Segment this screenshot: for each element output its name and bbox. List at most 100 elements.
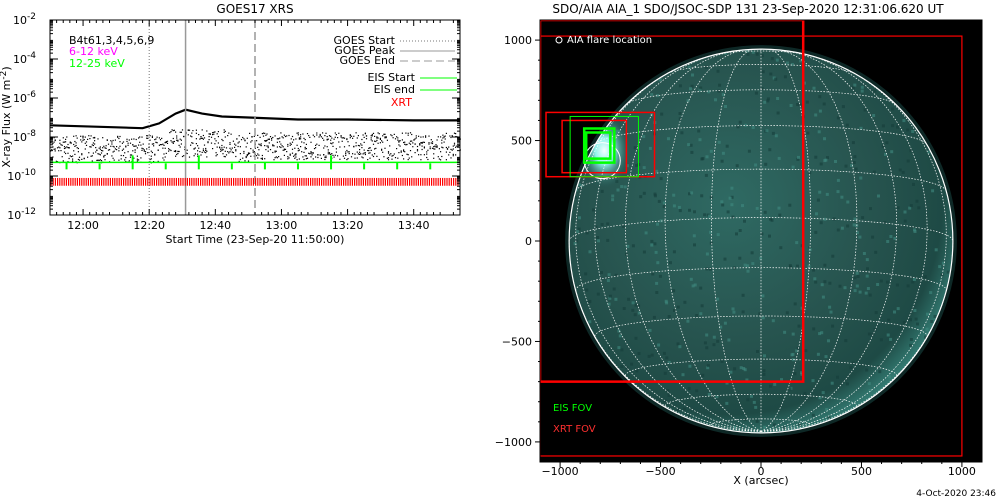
scatter-point bbox=[356, 157, 358, 159]
scatter-point bbox=[261, 158, 263, 160]
texture-speck bbox=[855, 284, 859, 288]
scatter-point bbox=[56, 147, 59, 149]
scatter-point bbox=[370, 139, 372, 141]
scatter-point bbox=[162, 147, 164, 149]
scatter-point bbox=[383, 156, 385, 158]
texture-speck bbox=[755, 206, 759, 210]
texture-speck bbox=[704, 173, 708, 177]
scatter-point bbox=[290, 138, 292, 140]
scatter-point bbox=[176, 153, 178, 156]
scatter-point bbox=[403, 158, 405, 160]
texture-speck bbox=[860, 85, 864, 89]
texture-speck bbox=[746, 398, 750, 402]
scatter-point bbox=[345, 151, 347, 153]
heliographic-grid bbox=[568, 49, 954, 432]
scatter-point bbox=[140, 157, 142, 159]
texture-speck bbox=[635, 369, 639, 373]
scatter-point bbox=[63, 147, 66, 150]
scatter-point bbox=[308, 152, 310, 154]
texture-speck bbox=[909, 204, 913, 208]
scatter-point bbox=[163, 144, 165, 146]
scatter-point bbox=[291, 152, 294, 154]
texture-speck bbox=[594, 225, 598, 229]
scatter-point bbox=[265, 134, 267, 136]
scatter-point bbox=[262, 132, 265, 134]
scatter-point bbox=[369, 157, 371, 159]
scatter-point bbox=[170, 131, 172, 133]
scatter-point bbox=[53, 148, 55, 150]
texture-speck bbox=[596, 236, 600, 239]
texture-speck bbox=[856, 231, 859, 235]
texture-speck bbox=[777, 206, 781, 210]
texture-speck bbox=[716, 297, 720, 301]
texture-speck bbox=[926, 312, 929, 316]
texture-speck bbox=[776, 111, 780, 115]
scatter-point bbox=[275, 150, 277, 152]
texture-speck bbox=[751, 50, 755, 54]
scatter-point bbox=[97, 159, 99, 161]
scatter-point bbox=[298, 138, 300, 140]
scatter-point bbox=[125, 157, 127, 159]
scatter-point bbox=[58, 150, 60, 152]
texture-speck bbox=[913, 309, 917, 312]
scatter-point bbox=[310, 141, 312, 143]
scatter-point bbox=[68, 147, 70, 149]
scatter-point bbox=[77, 151, 79, 153]
texture-speck bbox=[909, 318, 912, 322]
texture-speck bbox=[797, 324, 801, 328]
scatter-point bbox=[421, 148, 423, 151]
texture-speck bbox=[653, 192, 657, 196]
texture-speck bbox=[682, 407, 686, 411]
scatter-point bbox=[304, 155, 306, 157]
scatter-point bbox=[437, 156, 439, 158]
texture-speck bbox=[903, 210, 907, 214]
texture-speck bbox=[887, 318, 891, 322]
scatter-point bbox=[112, 139, 114, 142]
scatter-point bbox=[149, 158, 151, 161]
scatter-point bbox=[312, 158, 314, 160]
texture-speck bbox=[754, 163, 758, 167]
texture-speck bbox=[766, 97, 770, 101]
scatter-point bbox=[331, 143, 333, 145]
scatter-point bbox=[194, 153, 196, 155]
texture-speck bbox=[735, 164, 739, 168]
texture-speck bbox=[678, 345, 682, 349]
scatter-point bbox=[141, 149, 143, 151]
scatter-point bbox=[66, 136, 68, 138]
scatter-point bbox=[407, 132, 409, 134]
texture-speck bbox=[697, 129, 701, 133]
scatter-point bbox=[245, 156, 247, 159]
scatter-point bbox=[456, 145, 458, 147]
scatter-point bbox=[269, 136, 272, 138]
scatter-point bbox=[172, 130, 174, 132]
scatter-point bbox=[310, 156, 312, 158]
scatter-point bbox=[98, 153, 100, 155]
scatter-point bbox=[411, 156, 413, 158]
scatter-point bbox=[257, 134, 259, 136]
grid-line bbox=[664, 393, 858, 406]
goes-flux-line bbox=[49, 108, 460, 130]
scatter-point bbox=[258, 154, 260, 156]
scatter-point bbox=[295, 138, 297, 140]
scatter-point bbox=[243, 152, 245, 154]
scatter-point bbox=[70, 142, 72, 144]
scatter-point bbox=[451, 135, 453, 137]
scatter-point bbox=[225, 154, 228, 156]
scatter-point bbox=[407, 134, 409, 136]
scatter-point bbox=[357, 144, 359, 147]
texture-speck bbox=[606, 279, 610, 282]
texture-speck bbox=[774, 134, 778, 138]
texture-speck bbox=[700, 194, 704, 198]
scatter-point bbox=[340, 136, 342, 138]
scatter-point bbox=[219, 147, 221, 149]
scatter-point bbox=[118, 137, 120, 140]
scatter-point bbox=[63, 151, 66, 153]
texture-speck bbox=[795, 241, 799, 245]
texture-speck bbox=[745, 49, 749, 53]
scatter-point bbox=[260, 157, 262, 160]
scatter-point bbox=[416, 149, 419, 151]
goes-x-tick-label: 13:20 bbox=[332, 219, 364, 232]
scatter-point bbox=[193, 155, 195, 157]
scatter-point bbox=[415, 135, 417, 137]
scatter-point bbox=[437, 136, 439, 138]
